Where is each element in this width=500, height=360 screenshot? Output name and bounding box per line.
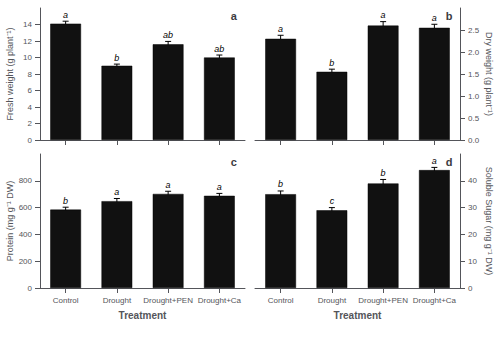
svg-text:Control: Control bbox=[53, 296, 79, 305]
svg-text:14: 14 bbox=[23, 20, 32, 29]
svg-text:800: 800 bbox=[19, 176, 33, 185]
svg-text:Drought+PEN: Drought+PEN bbox=[358, 296, 408, 305]
svg-text:Drought+Ca: Drought+Ca bbox=[413, 296, 457, 305]
svg-text:Control: Control bbox=[268, 296, 294, 305]
svg-text:10: 10 bbox=[23, 53, 32, 62]
svg-text:Drought: Drought bbox=[318, 296, 347, 305]
svg-text:Dry weight (g plant⁻¹): Dry weight (g plant⁻¹) bbox=[484, 32, 494, 116]
svg-text:2.0: 2.0 bbox=[468, 48, 480, 57]
svg-text:c: c bbox=[330, 196, 335, 206]
svg-text:Protein (mg g⁻¹ DW): Protein (mg g⁻¹ DW) bbox=[5, 181, 15, 262]
svg-text:40: 40 bbox=[468, 176, 477, 185]
svg-text:b: b bbox=[278, 179, 283, 189]
svg-text:0: 0 bbox=[28, 136, 33, 145]
svg-text:0: 0 bbox=[28, 284, 33, 293]
svg-text:20: 20 bbox=[468, 230, 477, 239]
svg-text:2: 2 bbox=[28, 119, 33, 128]
svg-text:a: a bbox=[278, 24, 283, 34]
svg-text:b: b bbox=[329, 58, 334, 68]
svg-text:0: 0 bbox=[468, 284, 473, 293]
svg-text:Drought: Drought bbox=[103, 296, 132, 305]
svg-text:a: a bbox=[63, 10, 68, 20]
svg-text:Treatment: Treatment bbox=[334, 310, 382, 321]
svg-text:12: 12 bbox=[23, 37, 32, 46]
svg-text:b: b bbox=[114, 53, 119, 63]
svg-text:4: 4 bbox=[28, 103, 33, 112]
svg-text:a: a bbox=[432, 13, 437, 23]
svg-text:a: a bbox=[231, 10, 238, 22]
svg-text:0.0: 0.0 bbox=[468, 136, 480, 145]
svg-text:b: b bbox=[381, 168, 386, 178]
svg-text:a: a bbox=[114, 187, 119, 197]
svg-text:ab: ab bbox=[214, 44, 224, 54]
svg-text:a: a bbox=[166, 180, 171, 190]
svg-text:2.5: 2.5 bbox=[468, 26, 480, 35]
svg-text:8: 8 bbox=[28, 70, 33, 79]
svg-text:b: b bbox=[63, 196, 68, 206]
svg-text:10: 10 bbox=[468, 257, 477, 266]
svg-text:a: a bbox=[381, 10, 386, 20]
svg-text:Drought+PEN: Drought+PEN bbox=[143, 296, 193, 305]
svg-text:ab: ab bbox=[163, 30, 173, 40]
svg-text:Treatment: Treatment bbox=[119, 310, 167, 321]
svg-text:6: 6 bbox=[28, 86, 33, 95]
svg-text:400: 400 bbox=[19, 230, 33, 239]
svg-text:1.5: 1.5 bbox=[468, 70, 480, 79]
svg-text:30: 30 bbox=[468, 203, 477, 212]
svg-text:b: b bbox=[446, 10, 453, 22]
svg-text:1.0: 1.0 bbox=[468, 92, 480, 101]
svg-text:200: 200 bbox=[19, 257, 33, 266]
svg-text:a: a bbox=[217, 182, 222, 192]
svg-text:a: a bbox=[432, 156, 437, 166]
svg-text:Drought+Ca: Drought+Ca bbox=[198, 296, 242, 305]
svg-text:c: c bbox=[231, 156, 237, 168]
svg-text:600: 600 bbox=[19, 203, 33, 212]
svg-text:d: d bbox=[446, 156, 453, 168]
svg-text:Fresh weight (g plant⁻¹): Fresh weight (g plant⁻¹) bbox=[5, 27, 15, 120]
svg-text:Soluble Sugar (mg g⁻¹ DW): Soluble Sugar (mg g⁻¹ DW) bbox=[484, 167, 494, 276]
svg-text:0.5: 0.5 bbox=[468, 114, 480, 123]
